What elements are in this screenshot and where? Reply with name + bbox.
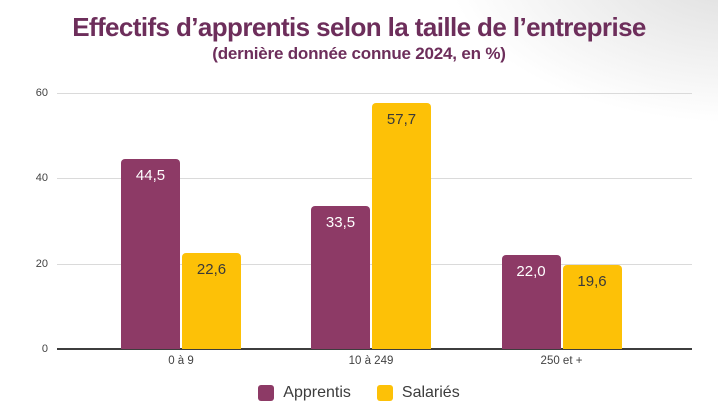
legend-label-apprentis: Apprentis [283, 384, 351, 401]
gridline-60 [57, 93, 692, 94]
bar-apprentis-1 [121, 159, 180, 349]
bar-salariés-3 [562, 265, 622, 349]
y-axis-tick-label: 40 [35, 172, 48, 185]
bar-value-label: 19,6 [577, 273, 607, 291]
legend-item-apprentis: Apprentis [258, 384, 351, 402]
legend-swatch-salaries-icon [376, 385, 393, 401]
y-axis-tick-label: 0 [41, 343, 48, 355]
chart-title: Effectifs d’apprentis selon la taille de… [72, 12, 646, 42]
y-axis-tick-label: 20 [35, 257, 48, 270]
legend-item-salaries: Salariés [376, 384, 460, 402]
legend-label-salaries: Salariés [401, 384, 460, 401]
bar-value-label: 33,5 [325, 214, 356, 232]
x-axis-category-label: 0 à 9 [168, 355, 194, 367]
chart-legend: Apprentis Salariés [0, 384, 718, 402]
y-axis-tick-label: 60 [35, 87, 48, 99]
chart-subtitle: (dernière donnée connue 2024, en %) [212, 43, 506, 63]
bar-value-label: 57,7 [386, 110, 417, 128]
bar-salariés-1 [182, 252, 241, 349]
bar-apprentis-2 [311, 206, 370, 349]
bar-value-label: 44,5 [135, 167, 166, 185]
bar-apprentis-3 [501, 255, 561, 349]
x-axis-category-label: 250 et + [540, 355, 583, 367]
x-axis-line [57, 348, 692, 350]
x-axis-category-label: 10 à 249 [348, 355, 394, 367]
bar-value-label: 22,6 [196, 260, 227, 278]
legend-swatch-apprentis-icon [258, 385, 275, 401]
bar-salariés-2 [372, 102, 431, 349]
bar-value-label: 22,0 [516, 263, 546, 281]
